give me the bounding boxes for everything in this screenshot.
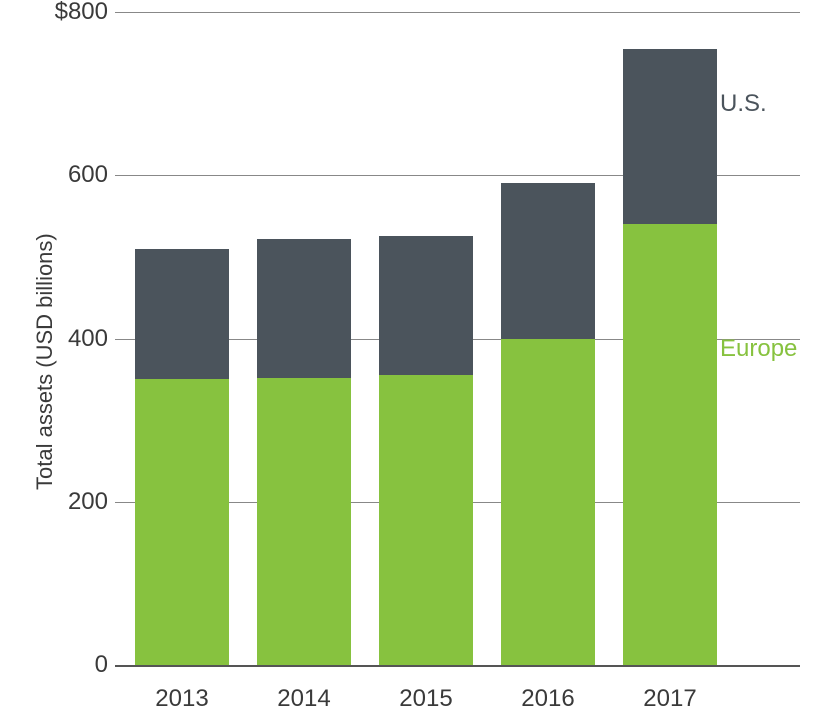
x-tick-label: 2014 xyxy=(257,685,351,713)
bar-segment-us xyxy=(379,236,473,375)
y-tick-label: 600 xyxy=(38,161,108,189)
bar-column xyxy=(501,183,595,665)
plot-area xyxy=(115,12,800,665)
y-axis-label: Total assets (USD billions) xyxy=(32,233,58,490)
bar-segment-europe xyxy=(623,224,717,665)
x-axis-baseline xyxy=(115,665,800,667)
legend-label-europe: Europe xyxy=(720,335,797,363)
bar-column xyxy=(135,249,229,665)
stacked-bar-chart: Total assets (USD billions) 0 200 400 600 $8… xyxy=(0,0,820,727)
x-tick-label: 2013 xyxy=(135,685,229,713)
bar-segment-us xyxy=(501,183,595,338)
y-tick-label: $800 xyxy=(38,0,108,26)
x-tick-label: 2015 xyxy=(379,685,473,713)
x-tick-label: 2017 xyxy=(623,685,717,713)
legend-label-us: U.S. xyxy=(720,90,767,118)
x-tick-label: 2016 xyxy=(501,685,595,713)
bar-segment-us xyxy=(135,249,229,380)
y-tick-label: 400 xyxy=(38,325,108,353)
bar-segment-europe xyxy=(257,378,351,665)
y-tick-label: 200 xyxy=(38,488,108,516)
bar-column xyxy=(257,239,351,665)
bar-segment-europe xyxy=(379,375,473,665)
bar-segment-europe xyxy=(501,339,595,666)
bar-segment-us xyxy=(623,49,717,224)
y-tick-label: 0 xyxy=(38,651,108,679)
bar-segment-europe xyxy=(135,379,229,665)
bar-segment-us xyxy=(257,239,351,378)
bar-column xyxy=(379,236,473,665)
bar-column xyxy=(623,49,717,665)
